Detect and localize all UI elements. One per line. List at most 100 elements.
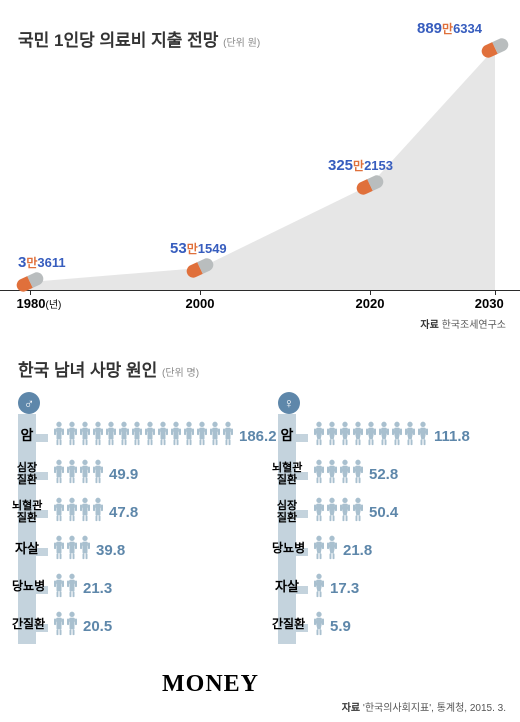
person-icon <box>313 421 325 446</box>
category-label: 심장질환 <box>12 462 42 486</box>
person-icon <box>209 421 221 451</box>
person-icon <box>352 497 364 522</box>
person-icon <box>131 421 143 446</box>
cod-row: 암186.2 <box>18 424 258 452</box>
point-value: 325만2153 <box>328 157 393 175</box>
cod-row: 암111.8 <box>278 424 518 452</box>
cod-row: 뇌혈관질환52.8 <box>278 462 518 490</box>
person-icon <box>417 421 429 446</box>
male-column: ♂암186.2심장질환49.9뇌혈관질환47.8자살39.8당뇨병21.3간질환… <box>18 392 258 652</box>
person-icon <box>79 459 91 489</box>
cod-canvas: ♂암186.2심장질환49.9뇌혈관질환47.8자살39.8당뇨병21.3간질환… <box>0 392 520 692</box>
cod-value: 21.3 <box>83 580 112 597</box>
person-icon <box>183 421 195 451</box>
person-icon <box>53 497 65 522</box>
person-icon <box>53 573 65 603</box>
category-label: 심장질환 <box>272 500 302 524</box>
person-icon <box>313 497 325 527</box>
person-icon <box>79 497 91 527</box>
cod-value: 49.9 <box>109 466 138 483</box>
person-icon <box>352 421 364 446</box>
person-icon <box>313 611 325 636</box>
category-label: 암 <box>272 428 302 443</box>
cod-row: 심장질환50.4 <box>278 500 518 528</box>
person-icon <box>79 421 91 446</box>
point-value: 3만3611 <box>18 254 66 272</box>
chart1-source-label: 자료 <box>420 320 438 331</box>
person-icon <box>79 459 91 484</box>
cod-value: 52.8 <box>369 466 398 483</box>
person-icon <box>326 497 338 527</box>
cod-row: 당뇨병21.8 <box>278 538 518 566</box>
gender-icon: ♂ <box>18 392 40 414</box>
person-icon <box>339 459 351 484</box>
person-icon <box>131 421 143 451</box>
person-icon <box>53 421 65 446</box>
person-icon <box>66 535 78 565</box>
person-icon <box>53 611 65 636</box>
chart2-source: 자료 '한국의사회지표', 통계청, 2015. 3. <box>342 699 506 714</box>
person-icon <box>53 459 65 489</box>
person-icon <box>326 459 338 484</box>
point-value: 889만6334 <box>417 20 482 38</box>
category-label: 간질환 <box>272 618 302 631</box>
people-row <box>53 539 91 565</box>
point-value: 53만1549 <box>170 240 227 258</box>
category-label: 암 <box>12 428 42 443</box>
person-icon <box>339 497 351 522</box>
person-icon <box>326 421 338 446</box>
category-label: 뇌혈관질환 <box>12 500 42 524</box>
person-icon <box>313 421 325 451</box>
person-icon <box>66 459 78 484</box>
person-icon <box>79 535 91 560</box>
person-icon <box>66 459 78 489</box>
category-label: 당뇨병 <box>272 542 302 555</box>
chart2-source-text: '한국의사회지표', 통계청, 2015. 3. <box>363 703 506 714</box>
cod-value: 111.8 <box>434 428 470 445</box>
category-label: 자살 <box>272 580 302 594</box>
person-icon <box>404 421 416 446</box>
person-icon <box>79 535 91 565</box>
person-icon <box>157 421 169 446</box>
cod-value: 47.8 <box>109 504 138 521</box>
person-icon <box>66 611 78 641</box>
person-icon <box>313 497 325 522</box>
gender-icon: ♀ <box>278 392 300 414</box>
person-icon <box>92 497 104 527</box>
person-icon <box>326 421 338 451</box>
chart2-title-text: 한국 남녀 사망 원인 <box>18 361 157 380</box>
cause-of-death-chart: 한국 남녀 사망 원인 (단위 명) ♂암186.2심장질환49.9뇌혈관질환4… <box>0 348 520 722</box>
people-row <box>313 577 325 603</box>
cod-value: 39.8 <box>96 542 125 559</box>
person-icon <box>66 421 78 451</box>
cod-value: 5.9 <box>330 618 351 635</box>
person-icon <box>378 421 390 446</box>
person-icon <box>378 421 390 451</box>
person-icon <box>326 535 338 565</box>
person-icon <box>53 459 65 484</box>
cod-row: 자살39.8 <box>18 538 258 566</box>
person-icon <box>118 421 130 451</box>
person-icon <box>417 421 429 451</box>
person-icon <box>66 611 78 636</box>
person-icon <box>144 421 156 446</box>
x-label: 2020 <box>356 296 385 311</box>
people-row <box>53 615 78 641</box>
people-row <box>53 501 104 527</box>
person-icon <box>339 421 351 451</box>
person-icon <box>313 611 325 641</box>
x-label: 2030 <box>475 296 504 311</box>
person-icon <box>313 459 325 489</box>
chart2-title: 한국 남녀 사망 원인 (단위 명) <box>18 356 199 381</box>
person-icon <box>53 535 65 565</box>
person-icon <box>79 497 91 522</box>
cod-row: 당뇨병21.3 <box>18 576 258 604</box>
person-icon <box>92 421 104 451</box>
people-row <box>53 425 234 451</box>
person-icon <box>53 535 65 560</box>
cod-row: 뇌혈관질환47.8 <box>18 500 258 528</box>
person-icon <box>196 421 208 446</box>
cod-value: 21.8 <box>343 542 372 559</box>
person-icon <box>339 421 351 446</box>
x-tick <box>495 290 496 295</box>
